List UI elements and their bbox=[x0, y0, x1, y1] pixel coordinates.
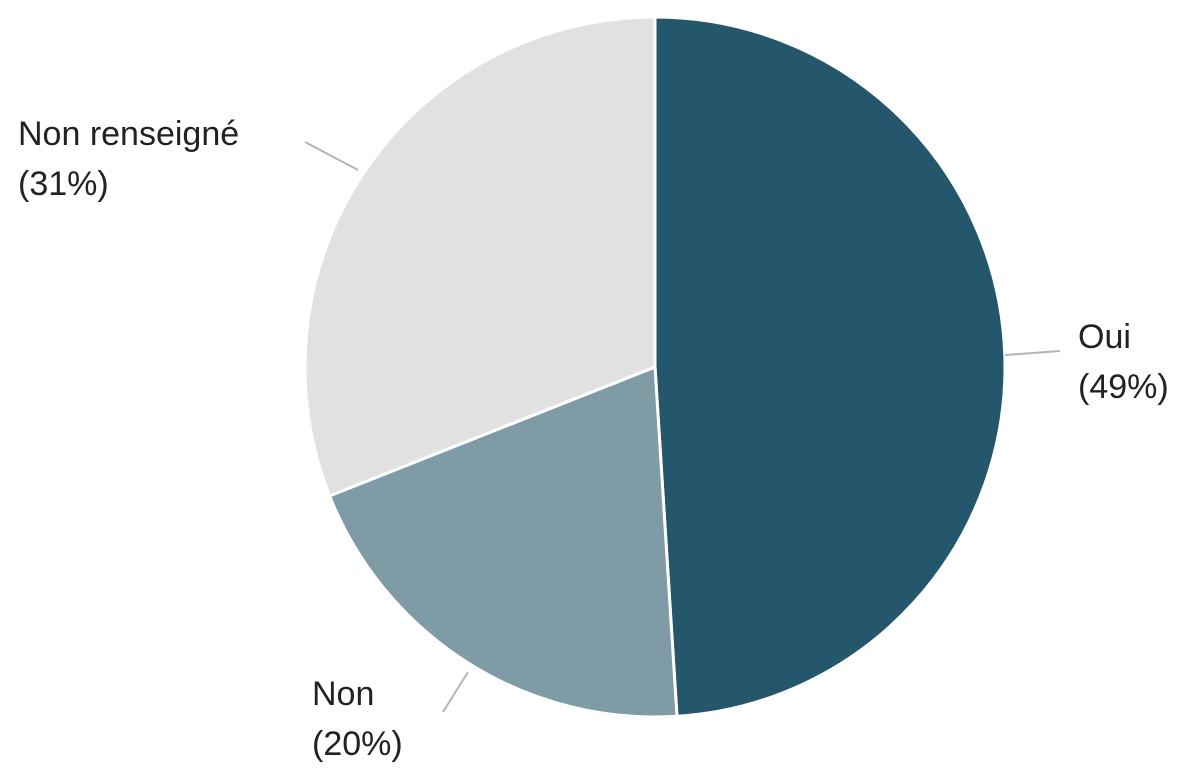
slice-label-oui: Oui bbox=[1078, 318, 1131, 356]
pie-slice-oui bbox=[653, 15, 1007, 718]
leader-line-non-renseigne bbox=[304, 141, 359, 171]
slice-percent-non: (20%) bbox=[312, 725, 403, 763]
pie-slice-non-renseigne bbox=[303, 15, 657, 498]
pie-slice-non bbox=[327, 364, 679, 719]
slice-label-non: Non bbox=[312, 675, 374, 713]
slices-layer bbox=[303, 15, 1007, 719]
slice-label-non-renseigne: Non renseigné bbox=[18, 115, 239, 153]
slice-percent-non-renseigne: (31%) bbox=[18, 165, 109, 203]
labels-layer: Oui (49%) Non (20%) Non renseigné (31%) bbox=[18, 115, 1169, 763]
leader-line-oui bbox=[1004, 350, 1061, 356]
leader-lines-layer bbox=[304, 141, 1061, 713]
slice-percent-oui: (49%) bbox=[1078, 368, 1169, 406]
leader-line-non bbox=[442, 671, 469, 713]
